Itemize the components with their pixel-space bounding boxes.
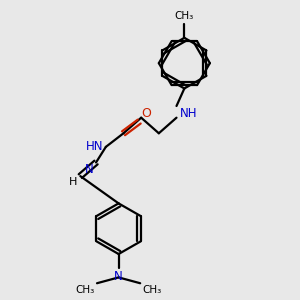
Text: O: O [141, 106, 151, 120]
Text: NH: NH [179, 107, 197, 120]
Text: N: N [114, 270, 123, 283]
Text: CH₃: CH₃ [142, 285, 161, 295]
Text: CH₃: CH₃ [76, 285, 95, 295]
Text: H: H [69, 177, 77, 187]
Text: HN: HN [86, 140, 104, 153]
Text: N: N [85, 164, 94, 176]
Text: CH₃: CH₃ [175, 11, 194, 21]
